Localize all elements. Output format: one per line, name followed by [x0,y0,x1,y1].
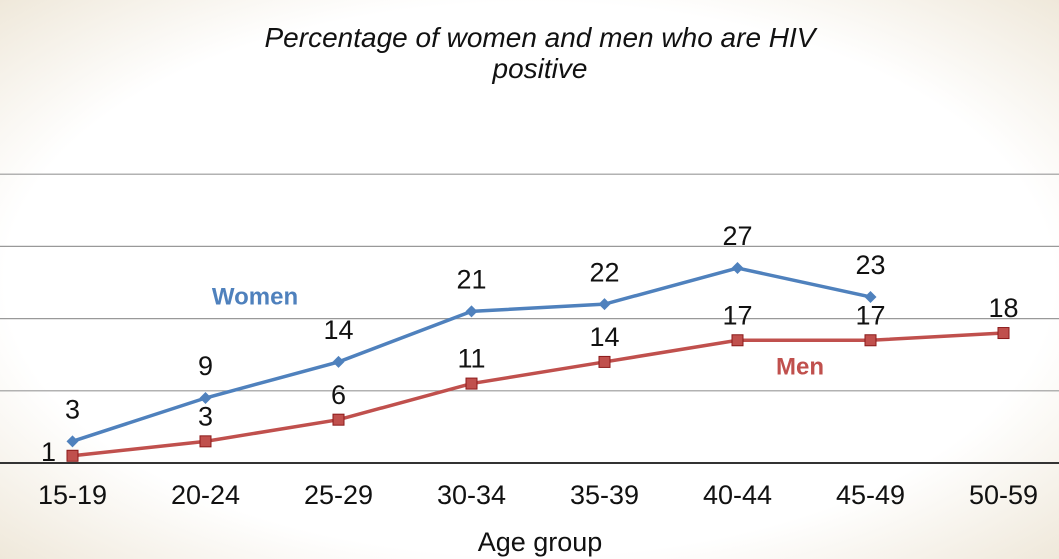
marker [466,305,478,317]
x-tick-label: 40-44 [703,480,772,510]
data-label: 22 [589,257,619,287]
legend-label: Men [776,353,824,380]
x-axis-label: Age group [478,527,603,557]
data-label: 3 [65,394,80,424]
page: Percentage of women and men who are HIV … [0,0,1059,559]
marker [333,414,344,425]
marker [865,335,876,346]
x-tick-label: 45-49 [836,480,905,510]
data-label: 1 [41,437,56,467]
data-label: 17 [855,300,885,330]
data-label: 9 [198,351,213,381]
marker [67,435,79,447]
x-tick-label: 25-29 [304,480,373,510]
x-tick-label: 35-39 [570,480,639,510]
marker [732,335,743,346]
x-tick-label: 50-59 [969,480,1038,510]
marker [333,356,345,368]
x-tick-label: 20-24 [171,480,240,510]
marker [599,298,611,310]
data-label: 21 [456,265,486,295]
x-tick-label: 30-34 [437,480,506,510]
marker [200,436,211,447]
marker [466,378,477,389]
marker [67,450,78,461]
marker [998,328,1009,339]
data-label: 17 [722,300,752,330]
data-label: 6 [331,380,346,410]
data-label: 14 [323,315,353,345]
data-label: 23 [855,250,885,280]
data-label: 3 [198,401,213,431]
x-tick-label: 15-19 [38,480,107,510]
data-label: 18 [988,293,1018,323]
marker [732,262,744,274]
chart: Age group 15-19 20-24 25-29 30-34 35-39 40-44… [0,0,1059,559]
legend-label: Women [212,283,298,310]
data-label: 14 [589,322,619,352]
data-label: 11 [457,344,485,374]
data-label: 27 [722,221,752,251]
marker [599,356,610,367]
